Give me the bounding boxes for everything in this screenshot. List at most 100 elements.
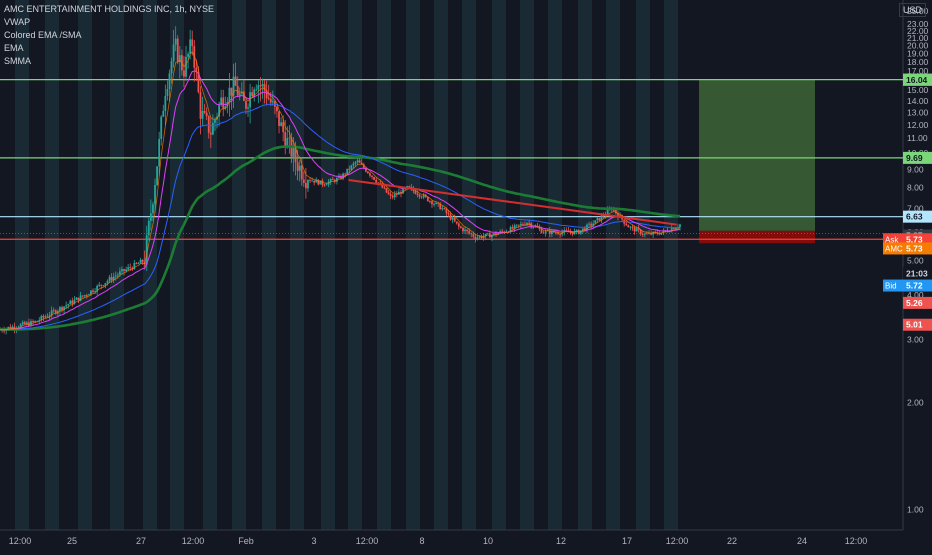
candle-body (96, 285, 99, 292)
candle-body (346, 168, 349, 175)
candle-body (443, 208, 446, 210)
candle-body (7, 326, 10, 329)
candle-body (495, 233, 497, 235)
candle-body (625, 223, 628, 226)
candle-body (486, 233, 489, 235)
candle-body (367, 171, 369, 174)
candle-body (94, 291, 96, 293)
candle-body (61, 307, 63, 311)
session-band (110, 0, 124, 530)
session-band (15, 0, 29, 530)
candle-body (87, 294, 90, 296)
candle-body (253, 89, 256, 97)
candle-body (121, 269, 123, 272)
x-tick-label: 8 (419, 536, 424, 546)
candle-body (344, 173, 347, 175)
candle-body (40, 316, 43, 321)
candle-body (517, 224, 520, 226)
candle-body (354, 162, 357, 164)
candle-body (34, 320, 37, 323)
candle-body (329, 179, 332, 182)
candle-body (139, 259, 142, 264)
candle-body (451, 218, 454, 220)
candle-body (462, 227, 464, 232)
candle-body (389, 194, 392, 196)
candle-body (42, 316, 45, 318)
price-tag-value: 5.73 (906, 243, 923, 253)
candle-body (166, 88, 169, 96)
candle-body (449, 214, 452, 220)
candle-body (178, 55, 181, 63)
candle-body (129, 267, 132, 269)
candle-body (28, 322, 30, 326)
candle-body (214, 119, 216, 123)
candle-body (352, 163, 355, 166)
candle-body (187, 53, 189, 57)
candle-body (141, 259, 144, 262)
session-band (578, 0, 592, 530)
candle-body (296, 162, 299, 171)
candle-body (356, 160, 359, 163)
candle-body (65, 305, 68, 307)
y-tick-label: 18.00 (907, 57, 929, 67)
candle-body (416, 193, 419, 195)
price-tag-value: 5.73 (906, 234, 923, 244)
candle-body (476, 237, 479, 239)
candle-body (302, 179, 305, 183)
candle-body (294, 147, 297, 163)
candle-body (331, 179, 334, 180)
target-zone (699, 79, 815, 231)
y-tick-label: 3.00 (907, 335, 924, 345)
candle-body (383, 187, 386, 189)
candle-body (292, 147, 295, 157)
candle-body (222, 97, 225, 109)
candle-body (249, 92, 251, 108)
session-band (377, 0, 391, 530)
candle-body (377, 182, 380, 184)
candle-body (276, 106, 278, 112)
candle-body (50, 310, 53, 316)
candle-body (364, 167, 367, 172)
session-band (492, 0, 506, 530)
candle-body (325, 184, 328, 186)
y-tick-label: 23.00 (907, 19, 929, 29)
candle-body (85, 295, 88, 296)
candle-body (627, 225, 630, 228)
candle-body (154, 185, 156, 205)
y-tick-label: 20.00 (907, 41, 929, 51)
candle-body (544, 231, 547, 234)
price-tag-name: Ask (885, 235, 899, 244)
candle-body (321, 180, 324, 185)
candle-body (333, 179, 336, 182)
candle-body (550, 230, 553, 234)
level-price-tag (903, 210, 932, 223)
candle-body (445, 208, 448, 214)
candle-body (426, 196, 429, 202)
candle-body (261, 84, 264, 87)
candle-body (670, 228, 673, 232)
candle-body (598, 218, 601, 221)
session-band (606, 0, 620, 530)
candle-body (73, 299, 76, 304)
candle-body (172, 44, 175, 62)
candle-body (420, 196, 423, 198)
candle-body (9, 326, 12, 329)
candle-body (542, 232, 545, 234)
candle-body (304, 182, 307, 189)
candle-body (631, 226, 634, 228)
candle-body (247, 107, 249, 109)
candle-body (211, 122, 214, 135)
candle-body (441, 208, 444, 210)
candle-body (164, 95, 167, 111)
candle-body (501, 231, 504, 233)
x-tick-label: Feb (238, 536, 254, 546)
candle-body (158, 138, 161, 167)
candle-body (596, 218, 599, 221)
x-tick-label: 24 (797, 536, 807, 546)
candle-body (170, 61, 173, 74)
currency-label[interactable]: USD (898, 3, 926, 17)
candle-body (617, 213, 619, 218)
ema-line (0, 70, 681, 331)
